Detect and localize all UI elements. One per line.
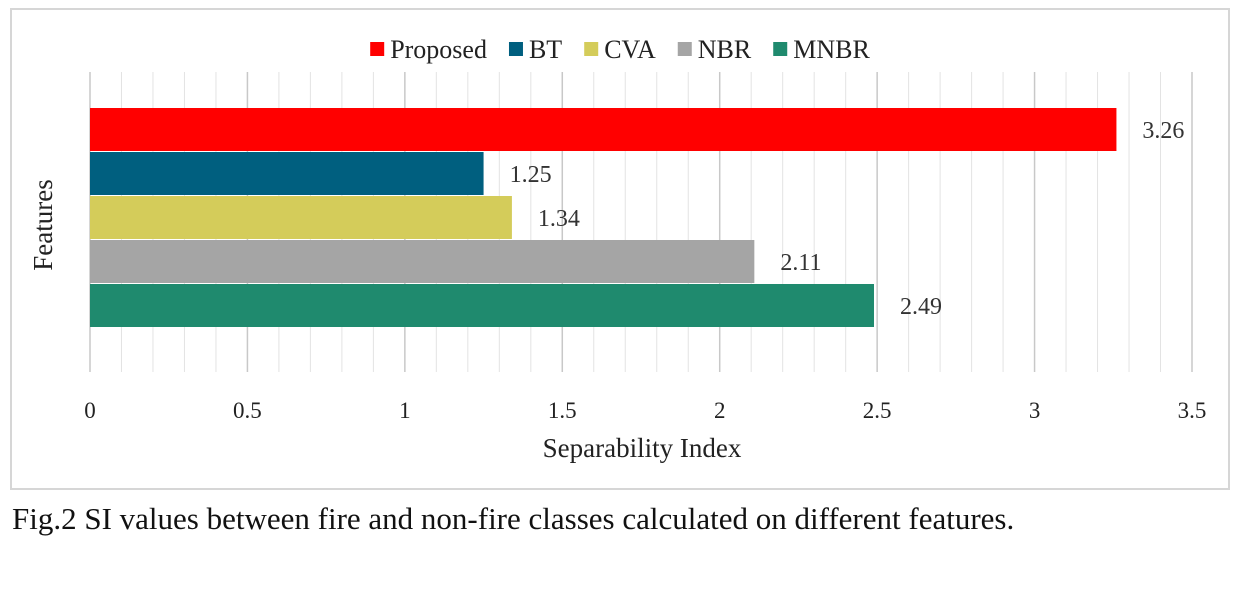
x-tick-label: 1 <box>399 398 411 423</box>
x-tick-label: 2.5 <box>863 398 892 423</box>
legend-swatch-bt <box>508 42 523 56</box>
bar-cva <box>90 196 512 239</box>
data-labels: 3.26 1.25 1.34 2.11 2.49 <box>510 118 1185 320</box>
legend-label-cva: CVA <box>604 35 656 64</box>
x-tick-labels: 0 0.5 1 1.5 2 2.5 3 3.5 <box>84 398 1206 423</box>
data-label-nbr: 2.11 <box>780 250 821 276</box>
chart-frame: 3.26 1.25 1.34 2.11 2.49 0 0.5 1 1.5 2 2.5 3 3.5 Pr… <box>10 8 1230 490</box>
legend-label-nbr: NBR <box>698 35 752 64</box>
x-tick-label: 3 <box>1029 398 1041 423</box>
legend: Proposed BT CVA NBR MNBR <box>370 35 870 64</box>
legend-label-mnbr: MNBR <box>793 35 870 64</box>
x-tick-label: 0.5 <box>233 398 262 423</box>
y-axis-title: Features <box>28 179 58 270</box>
legend-swatch-proposed <box>370 42 385 56</box>
bars <box>90 108 1117 327</box>
bar-nbr <box>90 240 755 283</box>
legend-label-proposed: Proposed <box>390 35 487 64</box>
x-axis-title: Separability Index <box>543 433 742 463</box>
legend-label-bt: BT <box>529 35 562 64</box>
figure-caption: Fig.2 SI values between fire and non-fir… <box>12 501 1015 536</box>
data-label-cva: 1.34 <box>538 206 580 232</box>
x-tick-label: 3.5 <box>1178 398 1207 423</box>
x-tick-label: 1.5 <box>548 398 577 423</box>
legend-swatch-mnbr <box>773 42 788 56</box>
data-label-proposed: 3.26 <box>1142 118 1184 144</box>
x-tick-label: 2 <box>714 398 726 423</box>
legend-swatch-nbr <box>677 42 692 56</box>
chart: 3.26 1.25 1.34 2.11 2.49 0 0.5 1 1.5 2 2.5 3 3.5 Pr… <box>28 35 1206 463</box>
bar-bt <box>90 152 484 195</box>
data-label-mnbr: 2.49 <box>900 294 942 320</box>
bar-mnbr <box>90 284 874 327</box>
data-label-bt: 1.25 <box>510 162 552 188</box>
bar-proposed <box>90 108 1117 151</box>
legend-swatch-cva <box>584 42 599 56</box>
x-tick-label: 0 <box>84 398 96 423</box>
